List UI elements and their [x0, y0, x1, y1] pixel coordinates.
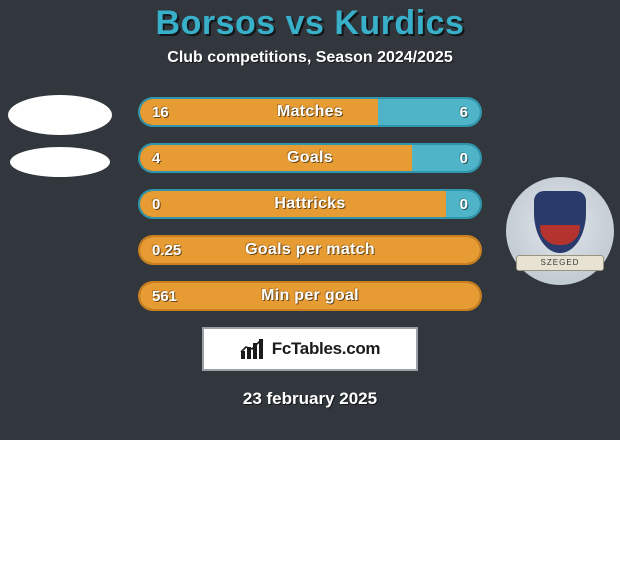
stat-value-right: 6 [460, 99, 468, 125]
club-crest-icon: SZEGED [506, 177, 614, 285]
stat-bars: 16Matches64Goals00Hattricks00.25Goals pe… [138, 97, 482, 311]
player-left-avatar [6, 85, 114, 193]
page-subtitle: Club competitions, Season 2024/2025 [0, 49, 620, 67]
player-right-crest: SZEGED [506, 177, 614, 285]
branding-text: FcTables.com [272, 339, 381, 359]
stat-label: Goals [140, 145, 480, 171]
stat-row: 0.25Goals per match [138, 235, 482, 265]
stat-label: Min per goal [140, 283, 480, 309]
stat-row: 4Goals0 [138, 143, 482, 173]
stat-row: 16Matches6 [138, 97, 482, 127]
stat-value-right: 0 [460, 191, 468, 217]
stats-area: SZEGED 16Matches64Goals00Hattricks00.25G… [0, 97, 620, 311]
stat-label: Goals per match [140, 237, 480, 263]
stat-row: 561Min per goal [138, 281, 482, 311]
silhouette-icon [6, 85, 114, 193]
content-root: Borsos vs Kurdics Club competitions, Sea… [0, 0, 620, 409]
crest-banner: SZEGED [516, 255, 604, 271]
stat-value-right: 0 [460, 145, 468, 171]
stat-row: 0Hattricks0 [138, 189, 482, 219]
branding-box: FcTables.com [202, 327, 418, 371]
stat-label: Hattricks [140, 191, 480, 217]
stat-label: Matches [140, 99, 480, 125]
page-title: Borsos vs Kurdics [0, 4, 620, 43]
date-label: 23 february 2025 [0, 389, 620, 409]
background-bottom [0, 440, 620, 580]
bar-chart-icon [240, 338, 266, 360]
